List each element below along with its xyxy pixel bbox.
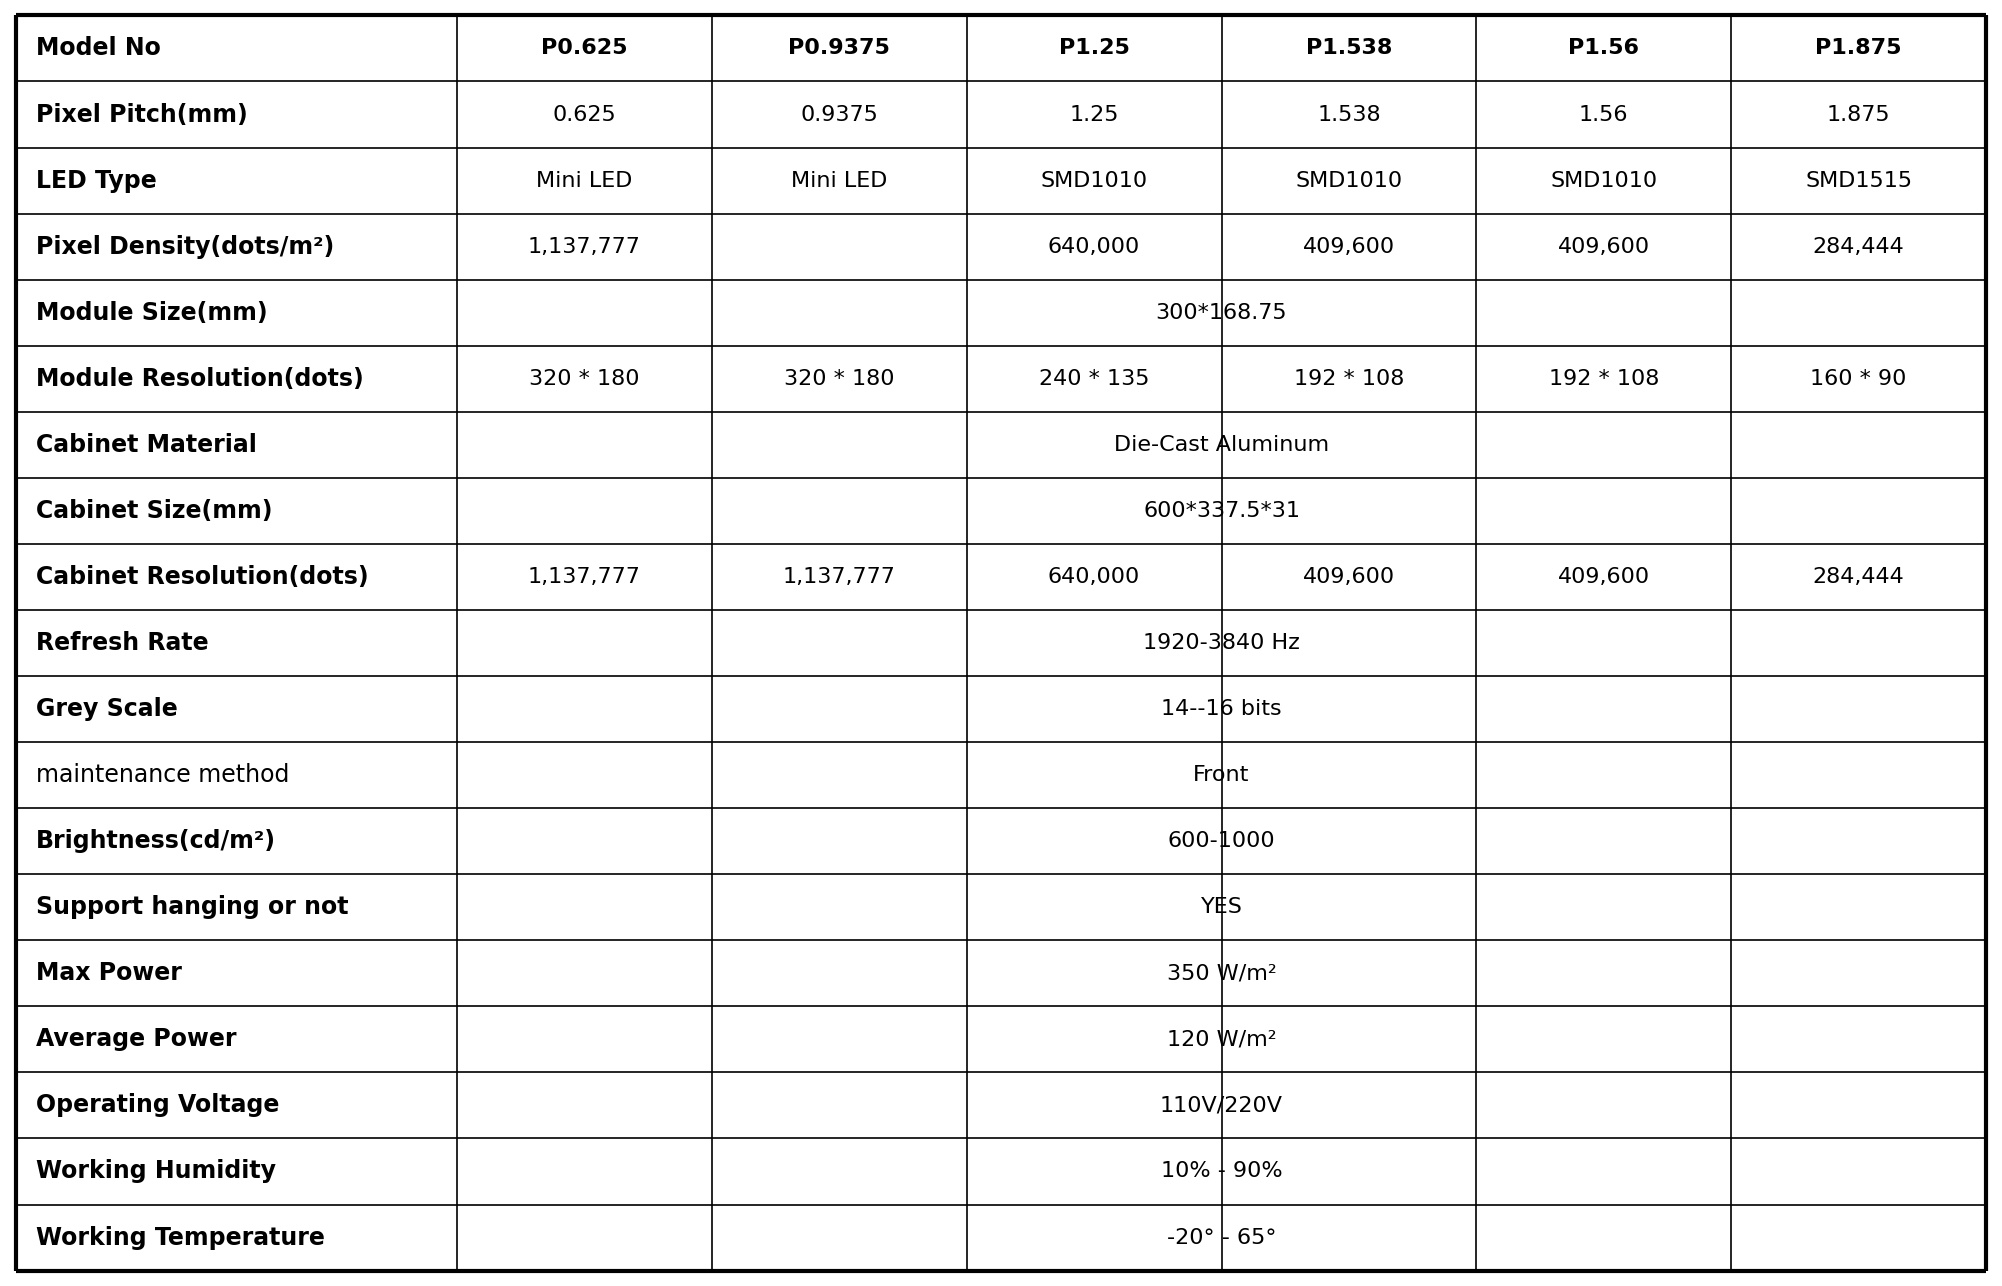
Text: P1.875: P1.875: [1816, 39, 1902, 58]
Text: 1.875: 1.875: [1826, 104, 1890, 125]
Text: Max Power: Max Power: [36, 962, 182, 985]
Text: 600-1000: 600-1000: [1167, 831, 1275, 851]
Text: 320 * 180: 320 * 180: [529, 369, 641, 388]
Text: 409,600: 409,600: [1303, 237, 1395, 257]
Text: 120 W/m²: 120 W/m²: [1167, 1029, 1277, 1049]
Text: 192 * 108: 192 * 108: [1550, 369, 1660, 388]
Text: Working Humidity: Working Humidity: [36, 1160, 276, 1183]
Text: 640,000: 640,000: [1047, 567, 1141, 586]
Text: Pixel Density(dots/m²): Pixel Density(dots/m²): [36, 234, 334, 258]
Text: maintenance method: maintenance method: [36, 763, 290, 787]
Text: Cabinet Size(mm): Cabinet Size(mm): [36, 499, 272, 523]
Text: SMD1010: SMD1010: [1550, 171, 1658, 190]
Text: Module Size(mm): Module Size(mm): [36, 301, 268, 324]
Text: 14--16 bits: 14--16 bits: [1161, 700, 1281, 719]
Text: Operating Voltage: Operating Voltage: [36, 1093, 280, 1118]
Text: 1,137,777: 1,137,777: [529, 237, 641, 257]
Text: SMD1010: SMD1010: [1041, 171, 1147, 190]
Text: 350 W/m²: 350 W/m²: [1167, 963, 1277, 984]
Text: 300*168.75: 300*168.75: [1155, 302, 1287, 323]
Text: Refresh Rate: Refresh Rate: [36, 631, 208, 655]
Text: 1.56: 1.56: [1580, 104, 1628, 125]
Text: 409,600: 409,600: [1303, 567, 1395, 586]
Text: 640,000: 640,000: [1047, 237, 1141, 257]
Text: 284,444: 284,444: [1812, 567, 1904, 586]
Text: 284,444: 284,444: [1812, 237, 1904, 257]
Text: 1920-3840 Hz: 1920-3840 Hz: [1143, 633, 1299, 653]
Text: Model No: Model No: [36, 36, 160, 60]
Text: -20° - 65°: -20° - 65°: [1167, 1228, 1275, 1247]
Text: Front: Front: [1193, 765, 1249, 786]
Text: P1.56: P1.56: [1568, 39, 1640, 58]
Text: SMD1515: SMD1515: [1806, 171, 1912, 190]
Text: 192 * 108: 192 * 108: [1293, 369, 1403, 388]
Text: 1.538: 1.538: [1317, 104, 1381, 125]
Text: YES: YES: [1201, 898, 1243, 917]
Text: Grey Scale: Grey Scale: [36, 697, 178, 721]
Text: Module Resolution(dots): Module Resolution(dots): [36, 367, 364, 391]
Text: P1.25: P1.25: [1059, 39, 1129, 58]
Text: 10% - 90%: 10% - 90%: [1161, 1161, 1283, 1182]
Text: 0.9375: 0.9375: [801, 104, 879, 125]
Text: Die-Cast Aluminum: Die-Cast Aluminum: [1113, 435, 1329, 455]
Text: Cabinet Resolution(dots): Cabinet Resolution(dots): [36, 565, 368, 589]
Text: Mini LED: Mini LED: [537, 171, 633, 190]
Text: Support hanging or not: Support hanging or not: [36, 895, 348, 919]
Text: Brightness(cd/m²): Brightness(cd/m²): [36, 829, 276, 853]
Text: Working Temperature: Working Temperature: [36, 1226, 324, 1250]
Text: 0.625: 0.625: [553, 104, 617, 125]
Text: 240 * 135: 240 * 135: [1039, 369, 1149, 388]
Text: 1.25: 1.25: [1069, 104, 1119, 125]
Text: 320 * 180: 320 * 180: [785, 369, 895, 388]
Text: P0.9375: P0.9375: [789, 39, 891, 58]
Text: Average Power: Average Power: [36, 1028, 236, 1052]
Text: SMD1010: SMD1010: [1295, 171, 1403, 190]
Text: LED Type: LED Type: [36, 168, 156, 193]
Text: 409,600: 409,600: [1558, 237, 1650, 257]
Text: 409,600: 409,600: [1558, 567, 1650, 586]
Text: Pixel Pitch(mm): Pixel Pitch(mm): [36, 103, 248, 126]
Text: Mini LED: Mini LED: [791, 171, 887, 190]
Text: 1,137,777: 1,137,777: [529, 567, 641, 586]
Text: 1,137,777: 1,137,777: [783, 567, 895, 586]
Text: 110V/220V: 110V/220V: [1159, 1096, 1283, 1115]
Text: Cabinet Material: Cabinet Material: [36, 433, 256, 457]
Text: 600*337.5*31: 600*337.5*31: [1143, 500, 1299, 521]
Text: P1.538: P1.538: [1305, 39, 1391, 58]
Text: P0.625: P0.625: [541, 39, 629, 58]
Text: 160 * 90: 160 * 90: [1810, 369, 1906, 388]
